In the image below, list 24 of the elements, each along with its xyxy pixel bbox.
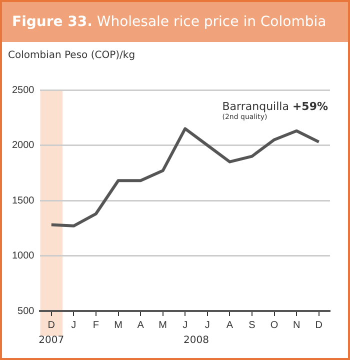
series-label: Barranquilla [222, 100, 292, 113]
x-tick-label: D [48, 320, 56, 331]
y-tick-label: 1500 [12, 195, 35, 206]
band-label: 2007 [38, 335, 64, 346]
x-tick-label: J [204, 320, 210, 331]
x-tick-label: M [114, 320, 122, 331]
x-tick-label: S [248, 320, 256, 331]
chart-title: Figure 33. Wholesale rice price in Colombia [2, 2, 348, 42]
x-tick-label: D [315, 320, 322, 331]
y-axis-title: Colombian Peso (COP)/kg [8, 50, 136, 61]
y-tick-label: 500 [18, 306, 35, 317]
y-tick-label: 2500 [12, 84, 35, 96]
y-tick-label: 2000 [12, 140, 35, 151]
x-tick-label: A [226, 320, 234, 331]
x-tick-label: N [292, 320, 300, 331]
x-tick-label: F [92, 320, 100, 331]
x-tick-label: J [182, 320, 188, 331]
y-tick-label: 1000 [12, 250, 35, 262]
annotation: +59% [292, 100, 328, 113]
x-tick-label: J [71, 320, 76, 331]
x-tick-label: A [137, 320, 144, 331]
x-tick-label: M [158, 320, 168, 331]
x-tick-label: O [270, 320, 278, 331]
text: 2008 [184, 335, 209, 346]
